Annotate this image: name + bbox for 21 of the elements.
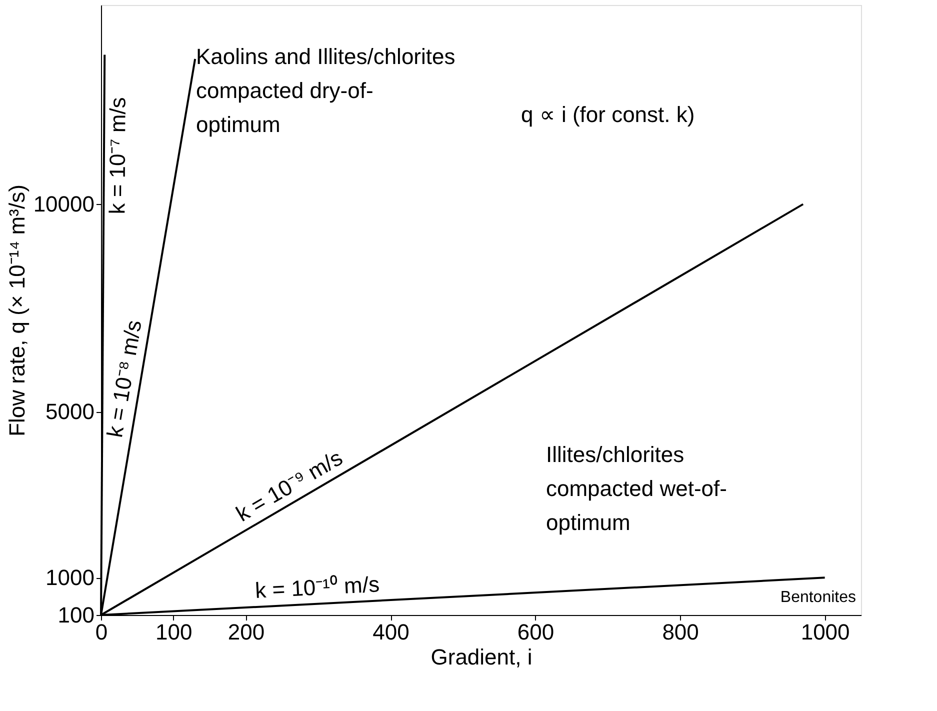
annotation: q ∝ i (for const. k): [521, 102, 695, 127]
x-tick-label: 100: [156, 620, 192, 644]
text: k = 10⁻⁹ m/s: [232, 445, 347, 526]
y-tick-label: 10000: [33, 192, 94, 217]
annotation: Kaolins and Illites/chlorites compacted dry-of- optimum: [196, 44, 456, 138]
x-tick-label: 400: [372, 620, 410, 644]
y-tick-label: 1000: [46, 565, 94, 590]
text: k = 10⁻⁸ m/s: [102, 318, 146, 440]
x-tick-label: 1000: [800, 620, 850, 644]
y-tick-label: 5000: [46, 399, 94, 424]
annotation: Illites/chlorites compacted wet-of- optimum: [546, 442, 727, 536]
x-tick-label: 0: [95, 620, 108, 644]
x-tick-label: 600: [517, 620, 554, 644]
x-axis-title: Gradient, i: [430, 644, 532, 670]
x-tick-label: 200: [228, 620, 265, 644]
x-tick-label: 800: [662, 620, 699, 644]
series-label: k = 10⁻¹⁰ m/s: [254, 572, 380, 604]
y-tick-label: 100: [58, 602, 94, 628]
y-axis-title: Flow rate, q (× 10⁻¹⁴ m³/s): [4, 184, 30, 436]
text: k = 10⁻⁷ m/s: [104, 97, 130, 214]
annotation: Bentonites: [780, 589, 856, 606]
